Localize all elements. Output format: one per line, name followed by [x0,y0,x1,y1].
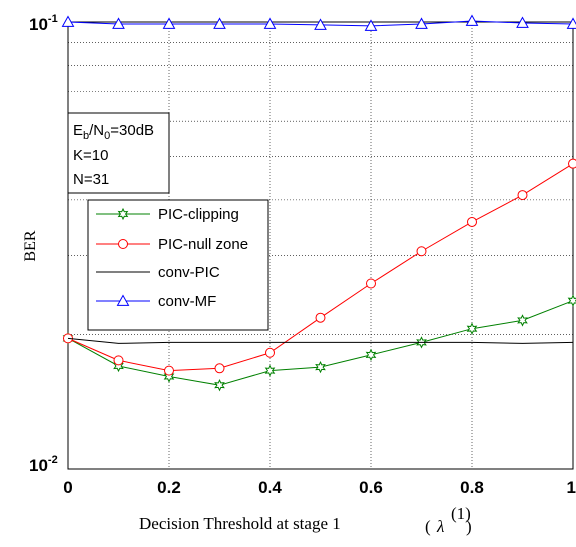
x-axis-label-open-paren: ( [425,517,431,536]
data-point-pic-null-zone [315,312,326,323]
x-axis-label-group: Decision Threshold at stage 1 ( λ (1) ) [139,504,472,536]
data-point-pic-null-zone [113,355,124,366]
data-point-conv-mf [516,16,529,28]
annotation-n: N=31 [73,171,109,188]
x-axis-label-close-paren: ) [466,517,472,536]
y-axis-label: BER [22,230,39,261]
x-axis-label-superscript: (1) [451,504,471,523]
legend: PIC-clipping PIC-null zone conv-PIC conv-MF [87,199,269,331]
series-pic-null-zone [63,158,576,376]
x-tick-label: 0.8 [460,478,484,497]
data-point-conv-mf [465,14,479,26]
data-point-pic-null-zone [416,246,427,257]
legend-label-conv-mf: conv-MF [158,293,216,310]
data-point-pic-clipping [113,359,124,373]
annotation-box: Eb/N0=30dB K=10 N=31 [67,112,170,194]
series-layer [61,14,576,392]
data-point-pic-clipping [214,379,225,392]
x-tick-label: 0.2 [157,478,181,497]
y-tick-label: 10-1 [29,13,58,34]
data-point-pic-clipping [567,294,576,307]
data-point-pic-null-zone [265,347,275,358]
data-point-conv-mf [415,17,428,29]
data-point-pic-null-zone [568,158,576,169]
x-axis-label-symbol: λ [436,517,444,536]
data-point-pic-clipping [315,360,326,374]
annotation-frame [67,112,170,194]
data-point-conv-mf [213,17,226,29]
legend-label-conv-pic: conv-PIC [158,264,220,281]
data-point-pic-clipping [264,364,276,377]
legend-frame [87,199,269,331]
legend-marker-pic-clipping [117,207,129,221]
legend-marker-pic-null-zone [118,239,128,249]
data-point-pic-null-zone [517,190,528,201]
x-axis-label: Decision Threshold at stage 1 [139,514,341,533]
series-conv-pic [67,337,574,344]
data-point-conv-mf [314,18,327,30]
data-point-conv-mf [112,17,125,29]
series-line-conv-pic [67,337,574,344]
legend-label-pic-clipping: PIC-clipping [158,206,239,223]
data-point-pic-null-zone [164,365,174,376]
data-point-conv-mf [263,17,277,29]
x-tick-labels: 0 0.2 0.4 0.6 0.8 1 [63,478,576,497]
x-tick-label: 0.6 [359,478,383,497]
data-point-pic-null-zone [366,278,376,289]
legend-label-pic-null-zone: PIC-null zone [158,236,248,253]
series-conv-mf [61,14,576,31]
y-tick-labels: 10-1 10-2 [29,13,58,475]
data-point-pic-clipping [163,370,175,383]
data-point-conv-mf [162,17,176,29]
annotation-ebno: Eb/N0=30dB [73,122,154,142]
data-point-pic-clipping [517,314,528,327]
data-point-pic-clipping [365,348,377,362]
data-point-conv-mf [364,19,378,31]
data-point-pic-null-zone [467,216,477,227]
legend-marker-conv-mf [116,294,130,306]
x-tick-label: 0.4 [258,478,282,497]
annotation-k: K=10 [73,147,108,164]
y-tick-label: 10-2 [29,454,58,475]
x-tick-label: 1 [567,478,576,497]
data-point-pic-clipping [466,322,478,335]
data-point-pic-null-zone [214,363,225,374]
x-tick-label: 0 [63,478,72,497]
data-point-conv-mf [61,15,75,27]
